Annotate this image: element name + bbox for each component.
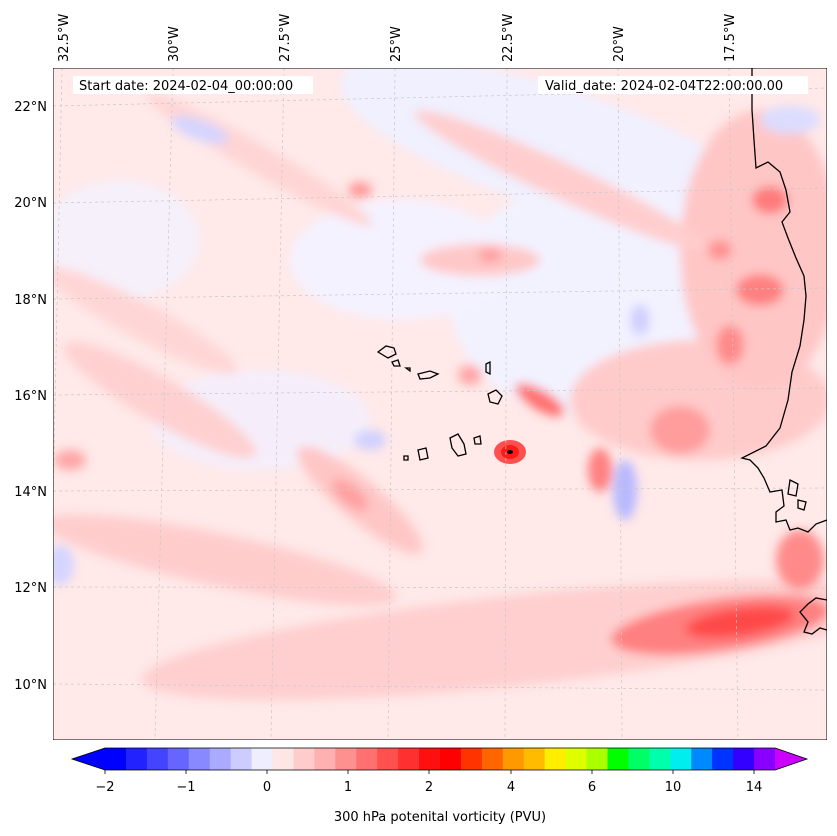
colorbar-cell: [188, 748, 211, 770]
lat-label: 22°N: [14, 100, 47, 115]
colorbar-cell: [565, 748, 588, 770]
map-panel: [53, 68, 827, 740]
island-santo-antao: [376, 345, 397, 359]
colorbar-cell: [377, 748, 399, 770]
lon-label: 32.5°W: [57, 14, 72, 62]
lat-label: 18°N: [14, 293, 47, 308]
colorbar-cell: [314, 748, 336, 770]
colorbar-ticks: [104, 770, 755, 774]
colorbar-cell: [272, 748, 295, 770]
header: Start date: 2024-02-04_00:00:00 Valid_da…: [73, 76, 808, 94]
colorbar-cell: [251, 748, 274, 770]
colorbar-cell: [460, 748, 483, 770]
colorbar-cell: [125, 748, 148, 770]
colorbar-cell: [146, 748, 169, 770]
colorbar: −2 −1 0 1 2 4 6 10 14 300 hPa potenital …: [70, 747, 809, 825]
colorbar-cell: [335, 748, 357, 770]
island-maio: [473, 435, 482, 445]
lat-label: 16°N: [14, 389, 47, 404]
colorbar-cell: [691, 748, 713, 770]
colorbar-label: 300 hPa potenital vorticity (PVU): [334, 810, 546, 825]
islands: [376, 345, 503, 461]
island-santiago: [449, 433, 467, 457]
colorbar-tick-label: −2: [95, 780, 114, 795]
lat-label: 10°N: [14, 678, 47, 693]
colorbar-cell: [523, 748, 546, 770]
colorbar-tick-label: −1: [176, 780, 195, 795]
colorbar-cell: [398, 748, 420, 770]
colorbar-cell: [440, 748, 462, 770]
colorbar-tick-label: 2: [425, 780, 433, 795]
island-sal: [485, 360, 491, 376]
lon-label: 20°W: [612, 26, 627, 62]
colorbar-cell: [544, 748, 567, 770]
lat-label: 20°N: [14, 196, 47, 211]
colorbar-cell: [586, 748, 609, 770]
colorbar-cell: [167, 748, 190, 770]
longitude-axis: 32.5°W 30°W 27.5°W 25°W 22.5°W 20°W 17.5…: [57, 14, 738, 62]
lon-label: 25°W: [389, 26, 404, 62]
african-coastline: [740, 68, 827, 635]
colorbar-tick-label: 10: [665, 780, 682, 795]
pv-field: [53, 68, 827, 700]
lon-label: 27.5°W: [278, 14, 293, 62]
island-boa-vista: [487, 389, 503, 405]
latitude-axis: 22°N 20°N 18°N 16°N 14°N 12°N 10°N: [14, 100, 47, 693]
colorbar-cell: [670, 748, 692, 770]
lat-label: 12°N: [14, 581, 47, 596]
colorbar-cell: [356, 748, 378, 770]
colorbar-cell: [209, 748, 232, 770]
colorbar-cell: [649, 748, 671, 770]
colorbar-tick-labels: −2 −1 0 1 2 4 6 10 14: [95, 780, 762, 795]
lat-label: 14°N: [14, 485, 47, 500]
island-santa-luzia: [404, 367, 411, 373]
colorbar-cell: [628, 748, 650, 770]
colorbar-tick-label: 0: [263, 780, 271, 795]
colorbar-tick-label: 14: [746, 780, 763, 795]
colorbar-cell: [712, 748, 734, 770]
colorbar-tick-label: 4: [507, 780, 515, 795]
valid-date-label: Valid_date: 2024-02-04T22:00:00.00: [545, 79, 783, 94]
colorbar-under-arrow: [72, 748, 105, 770]
colorbar-cell: [419, 748, 441, 770]
colorbar-cell: [481, 748, 504, 770]
colorbar-cell: [607, 748, 630, 770]
lon-label: 22.5°W: [501, 14, 516, 62]
island-sao-vicente: [391, 359, 401, 367]
colorbar-cell: [502, 748, 525, 770]
colorbar-cell: [105, 748, 127, 770]
island-fogo: [417, 447, 429, 461]
colorbar-tick-label: 6: [588, 780, 596, 795]
colorbar-cell: [293, 748, 315, 770]
colorbar-cell: [733, 748, 755, 770]
island-brava: [403, 455, 409, 461]
colorbar-cell: [230, 748, 253, 770]
gridlines: [53, 68, 827, 740]
island-sao-nicolau: [417, 370, 440, 380]
lon-label: 17.5°W: [723, 14, 738, 62]
colorbar-tick-label: 1: [344, 780, 352, 795]
colorbar-cells: [105, 748, 776, 770]
start-date-label: Start date: 2024-02-04_00:00:00: [79, 79, 293, 94]
colorbar-cell: [754, 748, 776, 770]
lon-label: 30°W: [167, 26, 182, 62]
colorbar-over-arrow: [775, 748, 807, 770]
